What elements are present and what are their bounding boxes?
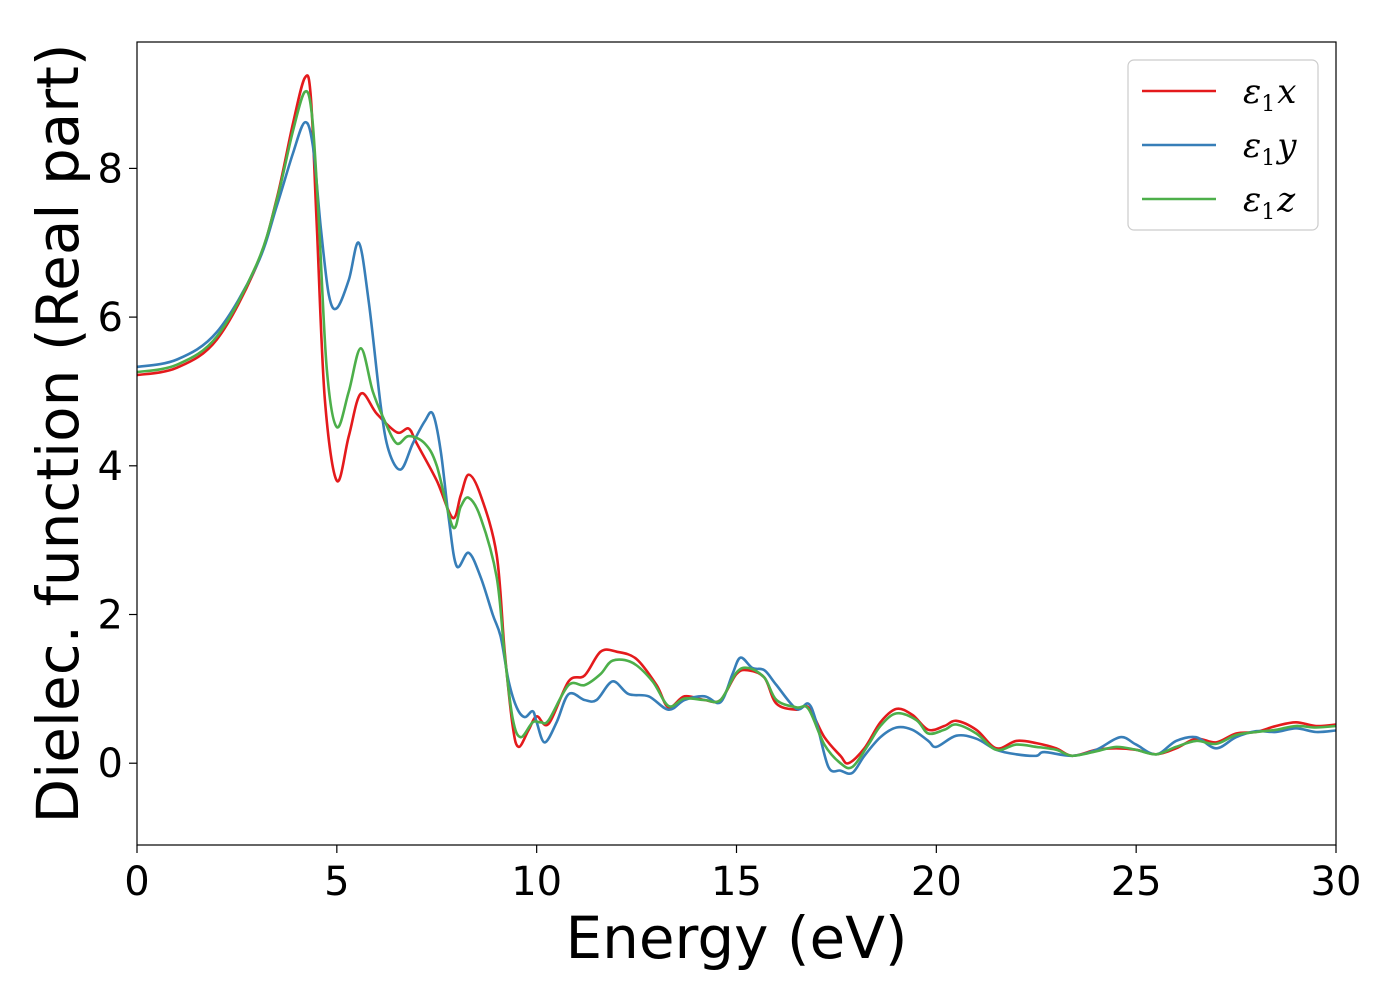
legend-label-x: ε1x [1243,72,1296,117]
y-tick-label: 0 [98,741,123,787]
x-axis-title: Energy (eV) [565,904,907,972]
legend-box [1127,59,1319,231]
y-tick-label: 4 [98,444,123,490]
legend-label-z: ε1z [1243,180,1296,225]
y-tick-label: 8 [98,146,123,192]
x-tick-label: 20 [911,859,962,905]
series-layer [137,74,1336,776]
x-tick-label: 25 [1111,859,1162,905]
x-tick-label: 30 [1311,859,1362,905]
legend: ε1x ε1y ε1z [1127,59,1319,231]
series-line-z [137,89,1336,770]
y-axis: 0 2 4 6 8 [98,146,137,787]
series-line-y [137,120,1336,776]
x-axis: 0 5 10 15 20 25 30 [124,845,1361,905]
x-tick-label: 10 [511,859,562,905]
y-tick-label: 6 [98,295,123,341]
legend-label-y: ε1y [1243,126,1297,171]
y-axis-title: Dielec. function (Real part) [24,43,92,823]
y-tick-label: 2 [98,593,123,639]
x-tick-label: 15 [711,859,762,905]
x-tick-label: 5 [324,859,349,905]
x-tick-label: 0 [124,859,149,905]
